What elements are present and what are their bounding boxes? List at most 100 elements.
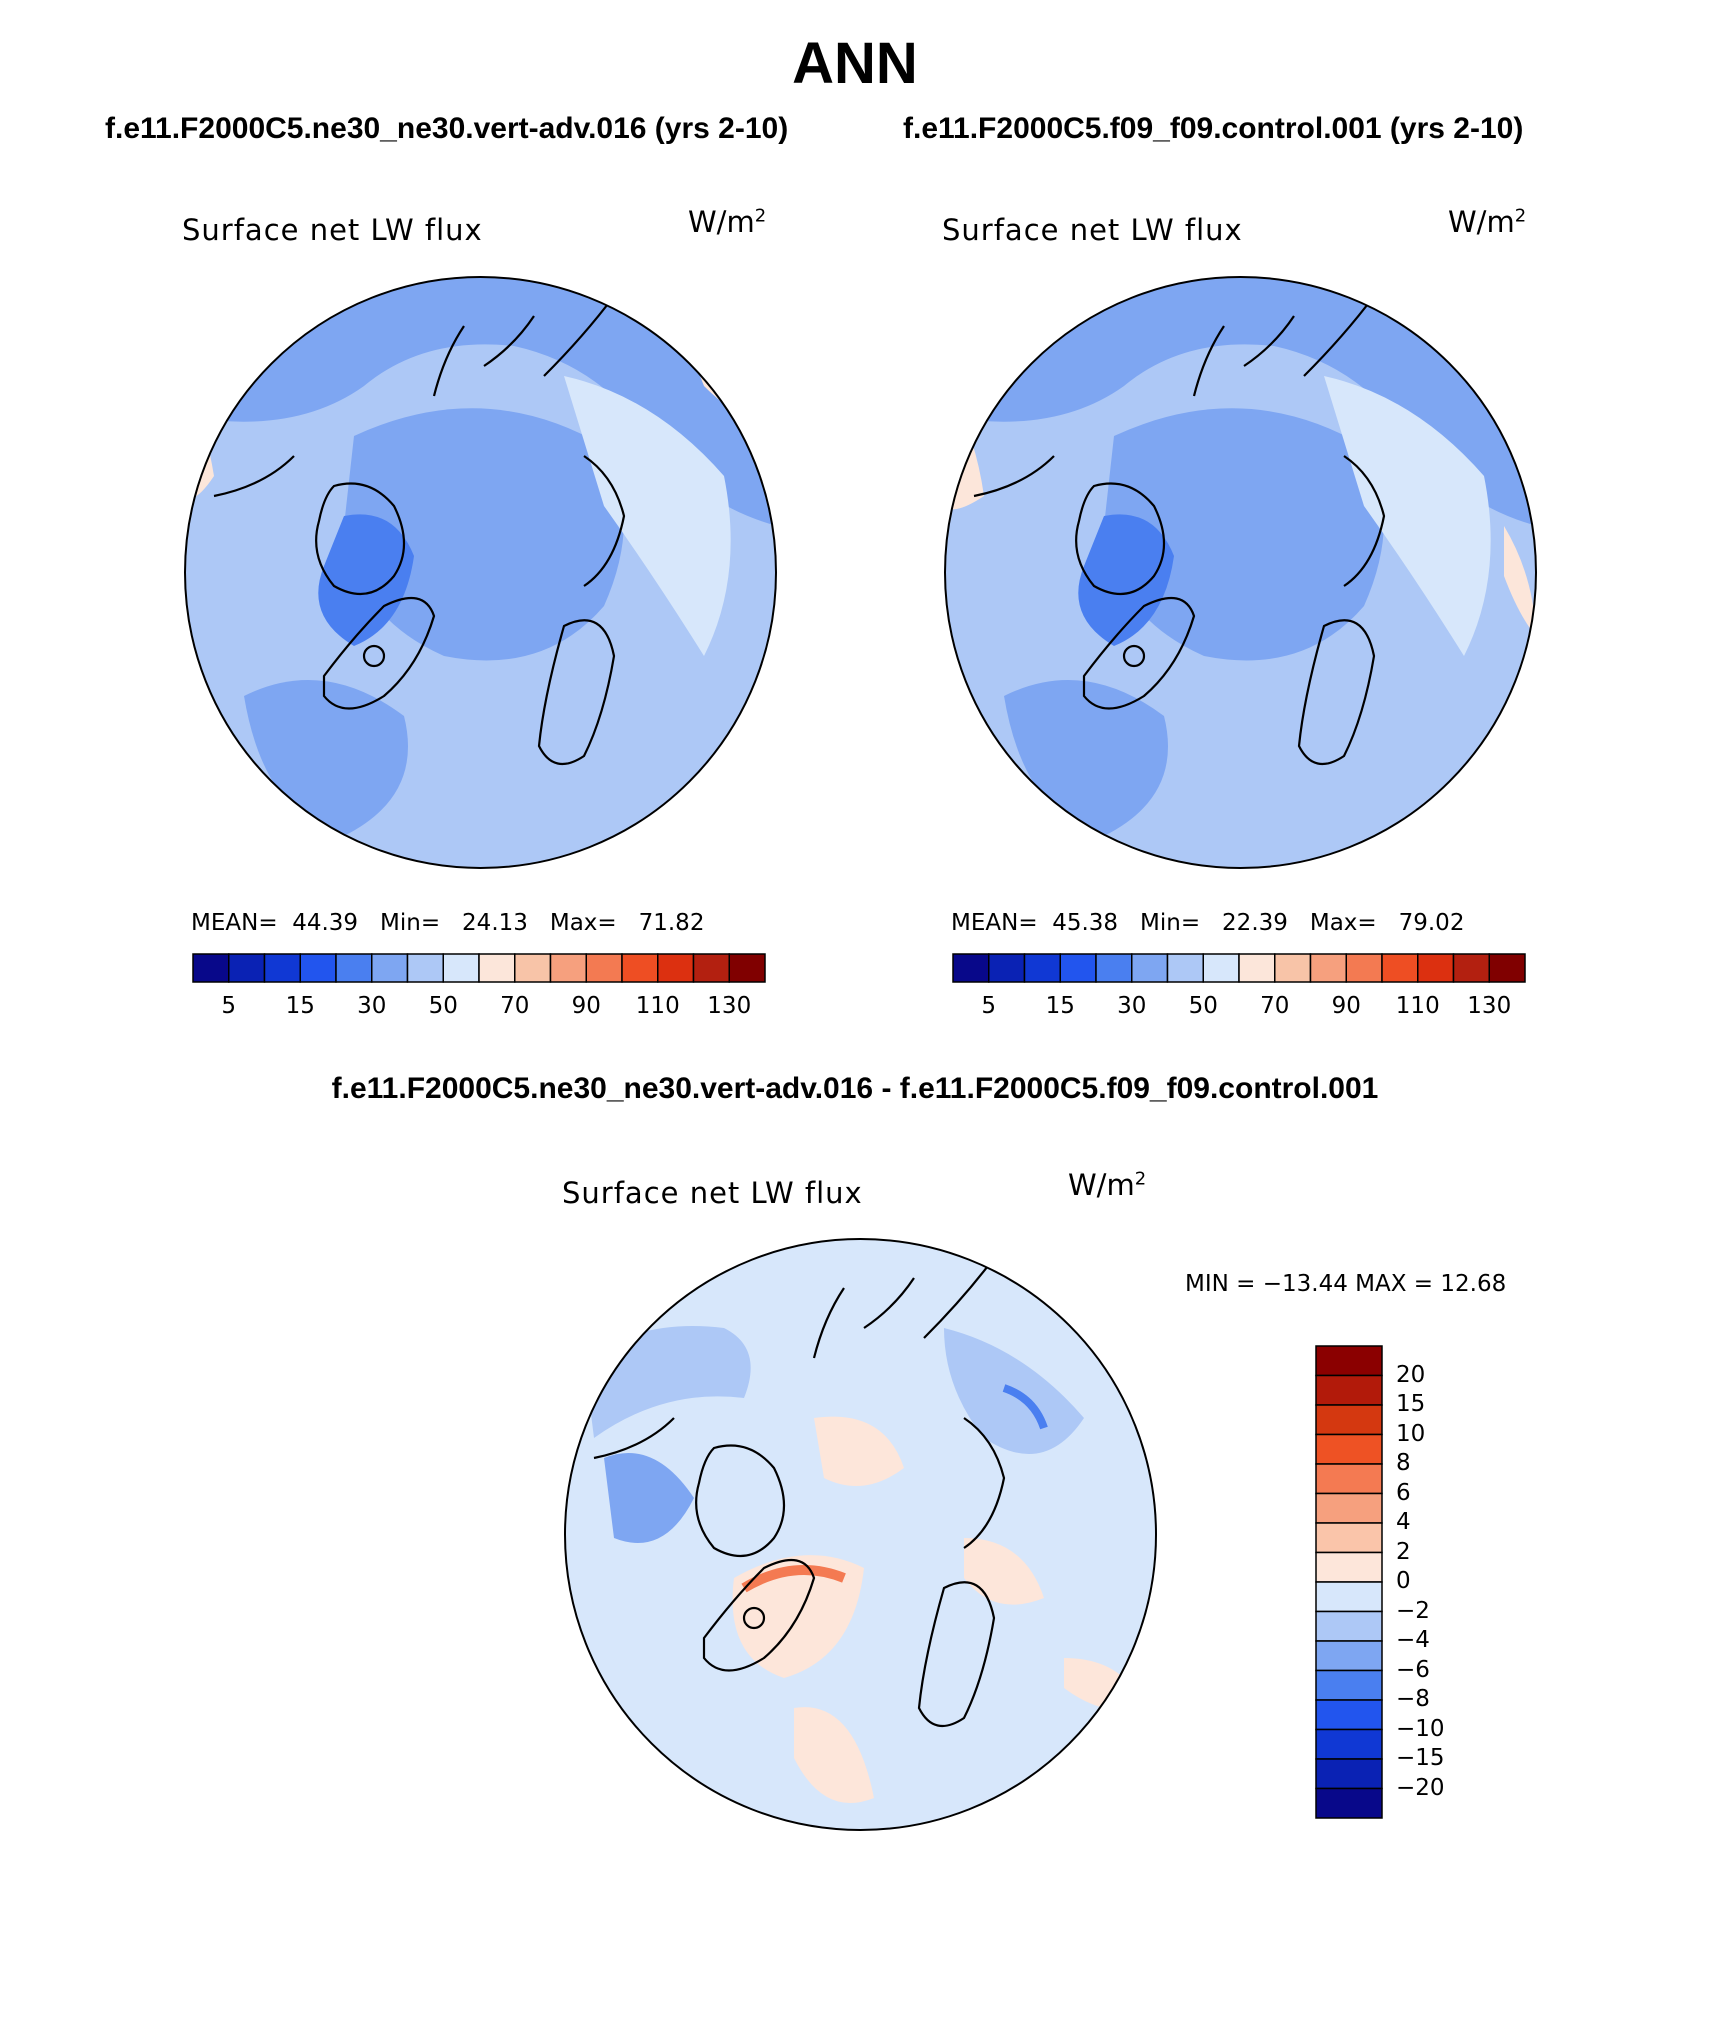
colorbar-swatch: [442, 953, 480, 983]
colorbar-swatch: [514, 953, 552, 983]
colorbar-swatch: [1315, 1581, 1383, 1613]
colorbar-tick-label: −15: [1396, 1745, 1445, 1771]
map-field-warm-2: [1504, 526, 1536, 636]
map-field-band: [945, 277, 1536, 526]
colorbar-swatch: [549, 953, 587, 983]
variable-label-diff: Surface net LW flux: [562, 1176, 863, 1210]
max-label: Max=: [549, 910, 617, 936]
colorbar-right: [952, 953, 1526, 983]
mean-value: 45.38: [1052, 910, 1119, 936]
colorbar-tick-label: 5: [981, 993, 997, 1019]
max-value: 79.02: [1398, 910, 1465, 936]
colorbar-tick-label: 90: [571, 993, 601, 1019]
colorbar-swatch: [1023, 953, 1061, 983]
colorbar-tick-label: 110: [635, 993, 680, 1019]
colorbar-tick-label: 50: [428, 993, 458, 1019]
colorbar-swatch: [692, 953, 730, 983]
colorbar-diff: [1315, 1345, 1383, 1819]
map-boundary: [564, 1238, 1157, 1831]
colorbar-tick-label: 20: [1396, 1361, 1426, 1388]
colorbar-swatch: [1315, 1522, 1383, 1554]
map-field-canada: [1078, 514, 1174, 646]
colorbar-swatch: [1059, 953, 1097, 983]
map-field-siberia: [564, 376, 731, 656]
map-field-pos-1: [814, 1416, 904, 1486]
colorbar-swatch: [1315, 1492, 1383, 1524]
units-label-right: W/m2: [1448, 205, 1527, 239]
colorbar-swatch: [988, 953, 1026, 983]
colorbar-swatch: [335, 953, 373, 983]
colorbar-swatch: [1315, 1699, 1383, 1731]
colorbar-swatch: [371, 953, 409, 983]
min-label: Min=: [380, 910, 441, 936]
colorbar-swatch: [1131, 953, 1169, 983]
stats-left: MEAN= 44.39 Min= 24.13 Max= 71.82: [191, 910, 704, 936]
colorbar-swatch: [1345, 953, 1383, 983]
polar-map-left: [184, 276, 777, 869]
colorbar-left: [192, 953, 766, 983]
polar-map-diff: [564, 1238, 1157, 1831]
colorbar-swatch: [299, 953, 337, 983]
colorbar-tick-label: 8: [1396, 1450, 1411, 1476]
colorbar-swatch: [1381, 953, 1419, 983]
mean-label: MEAN=: [191, 910, 278, 936]
case-title-right: f.e11.F2000C5.f09_f09.control.001 (yrs 2…: [903, 112, 1524, 145]
mean-value: 44.39: [292, 910, 359, 936]
colorbar-tick-label: 30: [1117, 993, 1147, 1019]
units-label-diff: W/m2: [1068, 1168, 1147, 1202]
colorbar-swatch: [263, 953, 301, 983]
colorbar-tick-label: 10: [1396, 1420, 1426, 1447]
colorbar-swatch: [1315, 1728, 1383, 1760]
map-field-greenland-edge: [741, 1565, 846, 1593]
map-field-band: [185, 277, 776, 526]
stats-right: MEAN= 45.38 Min= 22.39 Max= 79.02: [951, 910, 1464, 936]
case-title-left: f.e11.F2000C5.ne30_ne30.vert-adv.016 (yr…: [105, 112, 789, 145]
colorbar-swatch: [1315, 1551, 1383, 1583]
max-label: Max=: [1309, 910, 1377, 936]
colorbar-swatch: [1315, 1404, 1383, 1436]
colorbar-tick-label: 6: [1396, 1479, 1411, 1506]
colorbar-tick-label: 110: [1395, 993, 1440, 1019]
colorbar-swatch: [585, 953, 623, 983]
min-value: 24.13: [462, 910, 528, 936]
colorbar-swatch: [1095, 953, 1133, 983]
colorbar-swatch: [1315, 1374, 1383, 1406]
units-label-left: W/m2: [688, 205, 767, 239]
colorbar-swatch: [728, 953, 766, 983]
map-field-canada: [318, 514, 414, 646]
colorbar-tick-label: 130: [1467, 993, 1512, 1019]
colorbar-tick-label: −20: [1396, 1774, 1445, 1801]
colorbar-tick-label: 70: [1260, 993, 1290, 1019]
colorbar-tick-label: 4: [1396, 1509, 1411, 1535]
colorbar-swatch: [1309, 953, 1347, 983]
coastlines-diff: [593, 1257, 1006, 1728]
colorbar-tick-label: −2: [1396, 1597, 1430, 1624]
colorbar-swatch: [952, 953, 990, 983]
map-field-siberia: [1324, 376, 1491, 656]
colorbar-swatch: [1315, 1758, 1383, 1790]
colorbar-tick-label: −6: [1396, 1656, 1430, 1683]
colorbar-swatch: [1315, 1433, 1383, 1465]
colorbar-swatch: [1452, 953, 1490, 983]
colorbar-swatch: [1274, 953, 1312, 983]
map-boundary: [184, 276, 777, 869]
colorbar-tick-label: 15: [1396, 1391, 1426, 1417]
min-label: Min=: [1140, 910, 1201, 936]
colorbar-tick-label: 15: [1045, 993, 1075, 1019]
colorbar-tick-label: 15: [285, 993, 315, 1019]
max-value: 71.82: [638, 910, 705, 936]
map-field-neg-4: [1002, 1384, 1048, 1430]
map-field-neg-3: [604, 1453, 694, 1543]
colorbar-swatch: [1315, 1463, 1383, 1495]
colorbar-swatch: [1315, 1345, 1383, 1377]
colorbar-swatch: [1238, 953, 1276, 983]
colorbar-tick-label: 2: [1396, 1538, 1411, 1565]
colorbar-tick-label: −10: [1396, 1715, 1445, 1742]
colorbar-swatch: [1417, 953, 1455, 983]
variable-label-right: Surface net LW flux: [942, 213, 1243, 247]
colorbar-tick-label: −8: [1396, 1686, 1430, 1712]
diff-title: f.e11.F2000C5.ne30_ne30.vert-adv.016 - f…: [331, 1072, 1379, 1105]
variable-label-left: Surface net LW flux: [182, 213, 483, 247]
colorbar-tick-label: 0: [1396, 1568, 1411, 1594]
colorbar-swatch: [1202, 953, 1240, 983]
